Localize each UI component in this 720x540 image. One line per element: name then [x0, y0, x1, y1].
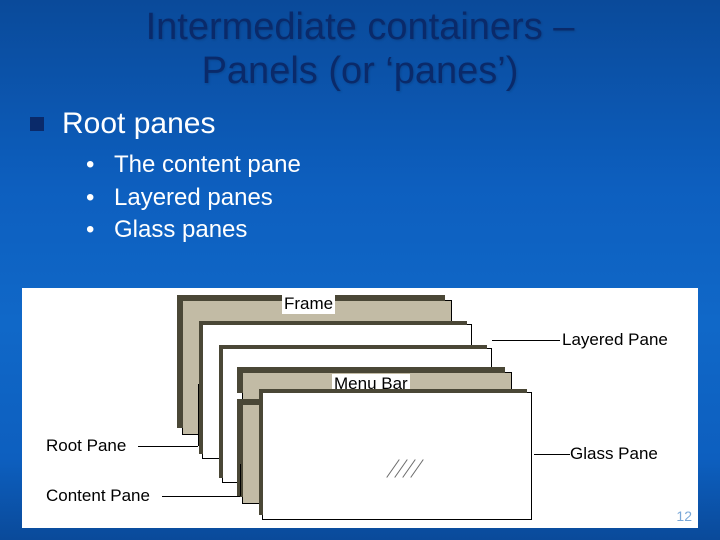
- frame-label: Frame: [282, 294, 335, 314]
- content-pane-label: Content Pane: [46, 486, 150, 506]
- title-line-1: Intermediate containers –: [146, 6, 575, 48]
- sub-bullet-list: The content pane Layered panes Glass pan…: [0, 149, 720, 246]
- title-line-2: Panels (or ‘panes’): [202, 50, 519, 92]
- panes-diagram: Frame Menu Bar Layered Pane Glass Pane R…: [22, 288, 698, 528]
- leader-line: [162, 496, 240, 497]
- sub-bullet-item: Layered panes: [86, 182, 720, 214]
- slide-title: Intermediate containers – Panels (or ‘pa…: [0, 0, 720, 93]
- main-bullet-text: Root panes: [62, 107, 215, 141]
- main-bullet: Root panes: [0, 107, 720, 141]
- leader-line: [240, 464, 241, 496]
- bullet-square-icon: [30, 117, 44, 131]
- leader-line: [492, 340, 560, 341]
- root-pane-label: Root Pane: [46, 436, 126, 456]
- glass-hatch-icon: [382, 468, 422, 492]
- sub-bullet-item: The content pane: [86, 149, 720, 181]
- leader-line: [198, 384, 199, 446]
- layered-pane-label: Layered Pane: [562, 330, 668, 350]
- leader-line: [562, 454, 570, 455]
- sub-bullet-item: Glass panes: [86, 214, 720, 246]
- glass-pane-label: Glass Pane: [570, 444, 658, 464]
- glass-pane-rect: [262, 392, 532, 520]
- page-number: 12: [676, 508, 692, 524]
- leader-line: [138, 446, 198, 447]
